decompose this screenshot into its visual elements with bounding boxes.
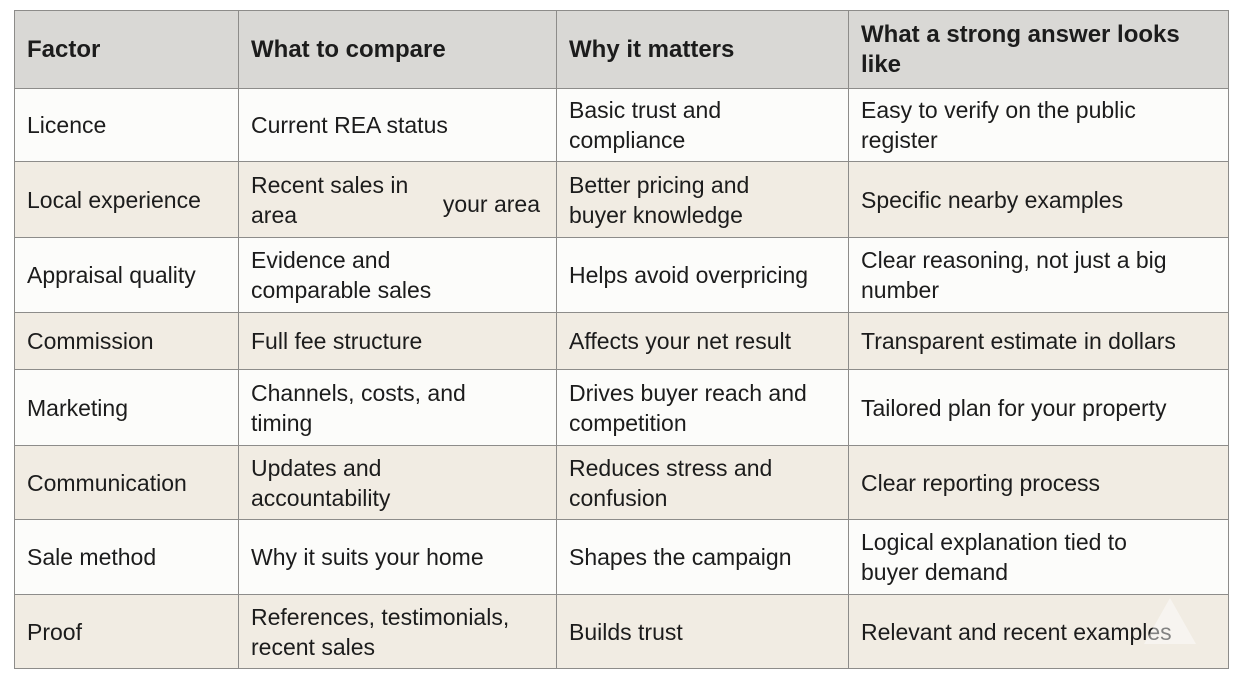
cell-text: Recent sales in area xyxy=(251,171,409,228)
table-cell: Specific nearby examples xyxy=(848,161,1229,238)
cell-text: Relevant and recent examples xyxy=(861,618,1172,645)
table-cell: Channels, costs, and timing xyxy=(238,369,557,446)
table-cell: Reduces stress and confusion xyxy=(556,445,849,520)
cell-text: Tailored plan for your property xyxy=(861,394,1167,421)
table-row: Communication Updates and accountability… xyxy=(14,445,1229,520)
cell-text: Basic trust and compliance xyxy=(569,97,722,153)
table-cell: Evidence and comparable sales xyxy=(238,237,557,313)
table-cell: Clear reasoning, not just a big number xyxy=(848,237,1229,313)
cell-text: Helps avoid overpricing xyxy=(569,262,809,288)
comparison-table: Factor What to compare Why it matters Wh… xyxy=(14,10,1229,669)
column-header-factor: Factor xyxy=(14,10,239,89)
table-cell: Affects your net result xyxy=(556,312,849,370)
table-header-row: Factor What to compare Why it matters Wh… xyxy=(14,10,1229,89)
column-header-what-to-compare: What to compare xyxy=(238,10,557,89)
table-cell: Marketing xyxy=(14,369,239,446)
cell-text: Clear reasoning, not just a big number xyxy=(861,247,1167,303)
table-cell: Relevant and recent examples xyxy=(848,594,1229,669)
cell-text: Easy to verify on the public register xyxy=(861,97,1136,153)
table-cell: Better pricing and buyer knowledge xyxy=(556,161,849,238)
cell-text: Sale method xyxy=(27,544,157,570)
table-cell: Local experience xyxy=(14,161,239,238)
table-cell: Appraisal quality xyxy=(14,237,239,313)
cell-text: Marketing xyxy=(27,394,128,421)
cell-text: References, testimonials, recent sales xyxy=(251,603,510,660)
table-cell: Shapes the campaign xyxy=(556,519,849,595)
cell-text: Clear reporting process xyxy=(861,469,1101,496)
cell-text: Shapes the campaign xyxy=(569,544,792,570)
table-cell: Recent sales in area your area xyxy=(238,161,557,238)
table-cell: Current REA status xyxy=(238,88,557,162)
cell-text: Logical explanation tied to buyer demand xyxy=(861,529,1127,585)
table-cell: Drives buyer reach and competition xyxy=(556,369,849,446)
table-cell: Commission xyxy=(14,312,239,370)
table-cell: Communication xyxy=(14,445,239,520)
table-cell: Builds trust xyxy=(556,594,849,669)
floating-text-artifact: your area xyxy=(442,191,540,217)
table-row: Proof References, testimonials, recent s… xyxy=(14,594,1229,669)
cell-text: Full fee structure xyxy=(251,328,423,354)
table-row: Licence Current REA status Basic trust a… xyxy=(14,88,1229,162)
cell-text: Communication xyxy=(27,469,187,496)
cell-text: Better pricing and buyer knowledge xyxy=(569,171,750,228)
cell-text: Reduces stress and confusion xyxy=(569,454,773,511)
cell-text: Why it suits your home xyxy=(251,544,484,570)
cell-text: Transparent estimate in dollars xyxy=(861,328,1176,354)
column-header-label: Why it matters xyxy=(569,35,735,63)
table-row: Marketing Channels, costs, and timing Dr… xyxy=(14,369,1229,446)
cell-text: Current REA status xyxy=(251,112,448,138)
table-cell: Licence xyxy=(14,88,239,162)
cell-text: Channels, costs, and timing xyxy=(251,379,466,436)
cell-text: Appraisal quality xyxy=(27,262,196,288)
table-cell: Easy to verify on the public register xyxy=(848,88,1229,162)
cell-text: Drives buyer reach and competition xyxy=(569,379,807,436)
table-cell: Transparent estimate in dollars xyxy=(848,312,1229,370)
column-header-strong-answer: What a strong answer looks like xyxy=(848,10,1229,89)
column-header-label: What a strong answer looks like xyxy=(861,20,1180,78)
table-cell: References, testimonials, recent sales xyxy=(238,594,557,669)
cell-text: Evidence and comparable sales xyxy=(251,247,432,303)
cell-text: Local experience xyxy=(27,186,201,213)
cell-text: Affects your net result xyxy=(569,328,792,354)
cell-text: Proof xyxy=(27,618,82,645)
table-cell: Why it suits your home xyxy=(238,519,557,595)
table-cell: Full fee structure xyxy=(238,312,557,370)
table-cell: Helps avoid overpricing xyxy=(556,237,849,313)
table-cell: Clear reporting process xyxy=(848,445,1229,520)
column-header-why-it-matters: Why it matters xyxy=(556,10,849,89)
table-cell: Logical explanation tied to buyer demand xyxy=(848,519,1229,595)
table-cell: Basic trust and compliance xyxy=(556,88,849,162)
column-header-label: What to compare xyxy=(251,35,446,63)
table-row: Sale method Why it suits your home Shape… xyxy=(14,519,1229,595)
table-cell: Sale method xyxy=(14,519,239,595)
table-cell: Tailored plan for your property xyxy=(848,369,1229,446)
table-row: Commission Full fee structure Affects yo… xyxy=(14,312,1229,370)
table-row: Appraisal quality Evidence and comparabl… xyxy=(14,237,1229,313)
cell-text: Commission xyxy=(27,328,154,354)
table-cell: Updates and accountability xyxy=(238,445,557,520)
cell-text: Licence xyxy=(27,112,107,138)
table-row: Local experience Recent sales in area yo… xyxy=(14,161,1229,238)
cell-text: Updates and accountability xyxy=(251,454,391,511)
column-header-label: Factor xyxy=(27,35,101,63)
cell-text: Specific nearby examples xyxy=(861,186,1124,213)
cell-text: Builds trust xyxy=(569,618,683,645)
table-cell: Proof xyxy=(14,594,239,669)
